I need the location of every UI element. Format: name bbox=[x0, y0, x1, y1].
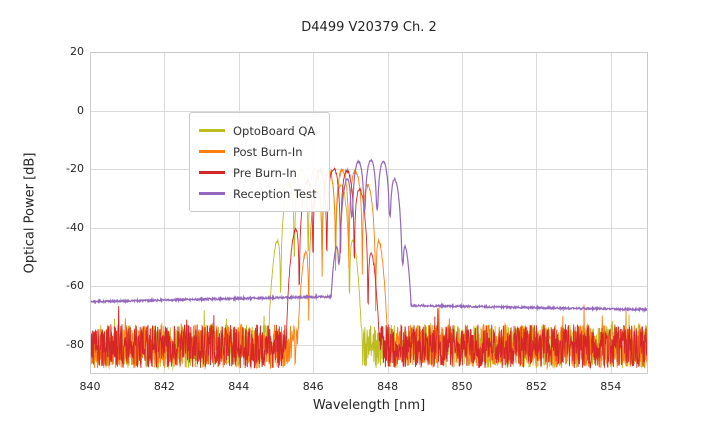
x-tick-label: 846 bbox=[302, 380, 324, 393]
x-tick-label: 854 bbox=[600, 380, 622, 393]
x-tick-label: 842 bbox=[153, 380, 175, 393]
plot-canvas bbox=[90, 52, 648, 374]
chart-title: D4499 V20379 Ch. 2 bbox=[301, 20, 437, 35]
y-tick-label: 0 bbox=[77, 103, 84, 117]
y-tick-label: 20 bbox=[70, 45, 84, 58]
y-tick-label: -20 bbox=[66, 162, 84, 176]
legend-item: Pre Burn-In bbox=[199, 162, 317, 183]
legend-line-swatch bbox=[199, 192, 225, 195]
legend-item: OptoBoard QA bbox=[199, 120, 317, 141]
legend-label: OptoBoard QA bbox=[233, 123, 316, 138]
legend-label: Post Burn-In bbox=[233, 144, 303, 159]
legend-line-swatch bbox=[199, 150, 225, 153]
legend-line-swatch bbox=[199, 171, 225, 174]
legend-item: Post Burn-In bbox=[199, 141, 317, 162]
y-tick-label: -80 bbox=[66, 337, 84, 351]
legend-line-swatch bbox=[199, 129, 225, 132]
x-tick-label: 850 bbox=[451, 380, 473, 393]
plot-area: OptoBoard QA Post Burn-In Pre Burn-In Recep… bbox=[90, 52, 648, 374]
y-tick-label: -60 bbox=[66, 279, 84, 293]
y-tick-label: -40 bbox=[66, 220, 84, 234]
y-axis-label: Optical Power [dB] bbox=[22, 152, 38, 274]
x-tick-label: 844 bbox=[228, 380, 250, 393]
legend-label: Reception Test bbox=[233, 186, 317, 201]
legend-label: Pre Burn-In bbox=[233, 165, 297, 180]
legend-item: Reception Test bbox=[199, 183, 317, 204]
x-tick-label: 848 bbox=[377, 380, 399, 393]
legend: OptoBoard QA Post Burn-In Pre Burn-In Recep… bbox=[189, 112, 330, 212]
x-tick-label: 852 bbox=[525, 380, 547, 393]
x-axis-label: Wavelength [nm] bbox=[312, 398, 426, 413]
x-tick-label: 840 bbox=[79, 380, 101, 393]
